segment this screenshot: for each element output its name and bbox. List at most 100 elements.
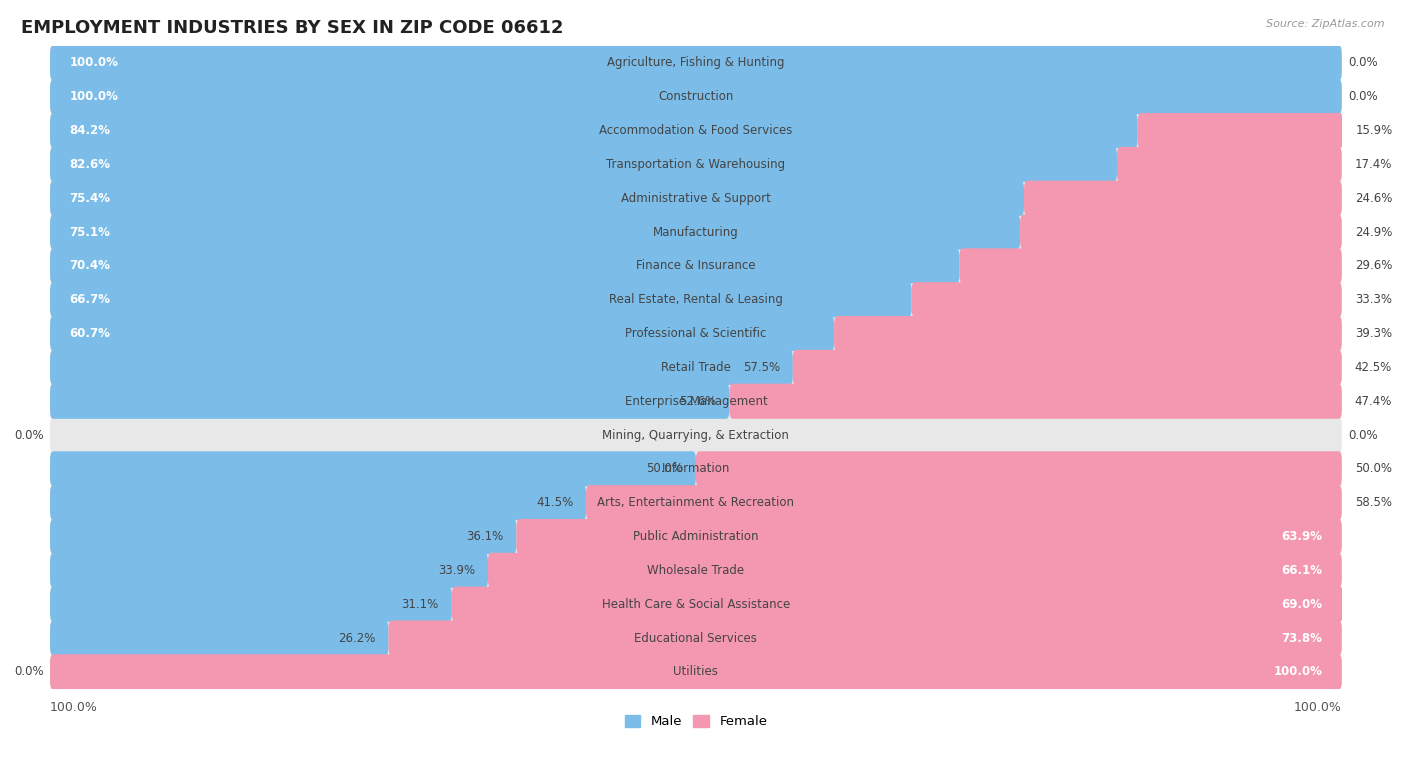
Text: 33.3%: 33.3% bbox=[1354, 293, 1392, 307]
FancyBboxPatch shape bbox=[1137, 113, 1343, 148]
FancyBboxPatch shape bbox=[51, 45, 1341, 81]
FancyBboxPatch shape bbox=[51, 519, 516, 554]
Text: 50.0%: 50.0% bbox=[1354, 462, 1392, 476]
Text: EMPLOYMENT INDUSTRIES BY SEX IN ZIP CODE 06612: EMPLOYMENT INDUSTRIES BY SEX IN ZIP CODE… bbox=[21, 19, 564, 37]
FancyBboxPatch shape bbox=[51, 281, 1341, 319]
Text: Agriculture, Fishing & Hunting: Agriculture, Fishing & Hunting bbox=[607, 57, 785, 70]
Bar bbox=[51, 384, 1341, 418]
FancyBboxPatch shape bbox=[1024, 181, 1341, 216]
Text: 66.1%: 66.1% bbox=[1281, 564, 1323, 577]
Text: 0.0%: 0.0% bbox=[1348, 90, 1378, 103]
Text: Health Care & Social Assistance: Health Care & Social Assistance bbox=[602, 598, 790, 611]
FancyBboxPatch shape bbox=[586, 485, 1341, 520]
Bar bbox=[51, 452, 1341, 486]
FancyBboxPatch shape bbox=[51, 78, 1341, 116]
FancyBboxPatch shape bbox=[51, 316, 834, 352]
Text: 39.3%: 39.3% bbox=[1354, 327, 1392, 340]
Text: 31.1%: 31.1% bbox=[402, 598, 439, 611]
FancyBboxPatch shape bbox=[1021, 214, 1341, 250]
Bar bbox=[51, 215, 1341, 249]
Text: 41.5%: 41.5% bbox=[536, 496, 574, 509]
FancyBboxPatch shape bbox=[51, 654, 1341, 689]
Bar bbox=[51, 46, 1341, 80]
FancyBboxPatch shape bbox=[516, 519, 1341, 554]
Bar bbox=[51, 282, 1341, 317]
Text: 58.5%: 58.5% bbox=[1354, 496, 1392, 509]
Text: 57.5%: 57.5% bbox=[742, 361, 780, 374]
Bar bbox=[51, 182, 1341, 215]
Text: 33.9%: 33.9% bbox=[437, 564, 475, 577]
Bar bbox=[51, 418, 1341, 452]
FancyBboxPatch shape bbox=[51, 214, 1021, 250]
Bar bbox=[51, 80, 1341, 114]
FancyBboxPatch shape bbox=[51, 587, 451, 622]
FancyBboxPatch shape bbox=[51, 314, 1341, 352]
FancyBboxPatch shape bbox=[959, 248, 1341, 283]
FancyBboxPatch shape bbox=[51, 179, 1341, 217]
FancyBboxPatch shape bbox=[51, 416, 1341, 454]
Text: Finance & Insurance: Finance & Insurance bbox=[636, 259, 755, 272]
FancyBboxPatch shape bbox=[1116, 147, 1341, 182]
Text: 75.1%: 75.1% bbox=[69, 226, 110, 238]
Bar bbox=[51, 147, 1341, 182]
FancyBboxPatch shape bbox=[488, 553, 1341, 588]
Text: 100.0%: 100.0% bbox=[69, 57, 118, 70]
Text: Enterprise Management: Enterprise Management bbox=[624, 395, 768, 407]
Text: Professional & Scientific: Professional & Scientific bbox=[626, 327, 766, 340]
FancyBboxPatch shape bbox=[51, 213, 1341, 251]
FancyBboxPatch shape bbox=[51, 348, 1341, 386]
Text: 52.6%: 52.6% bbox=[679, 395, 717, 407]
Text: 50.0%: 50.0% bbox=[645, 462, 683, 476]
Text: Wholesale Trade: Wholesale Trade bbox=[647, 564, 745, 577]
Bar bbox=[51, 553, 1341, 587]
Text: 36.1%: 36.1% bbox=[467, 530, 503, 543]
Text: 63.9%: 63.9% bbox=[1281, 530, 1323, 543]
Text: 70.4%: 70.4% bbox=[69, 259, 110, 272]
Text: 24.6%: 24.6% bbox=[1354, 192, 1392, 205]
Text: 100.0%: 100.0% bbox=[69, 90, 118, 103]
FancyBboxPatch shape bbox=[51, 653, 1341, 691]
Text: 69.0%: 69.0% bbox=[1281, 598, 1323, 611]
Text: Mining, Quarrying, & Extraction: Mining, Quarrying, & Extraction bbox=[603, 428, 789, 442]
Text: 0.0%: 0.0% bbox=[1348, 428, 1378, 442]
Text: 82.6%: 82.6% bbox=[69, 158, 111, 171]
FancyBboxPatch shape bbox=[51, 518, 1341, 556]
FancyBboxPatch shape bbox=[451, 587, 1343, 622]
FancyBboxPatch shape bbox=[793, 350, 1341, 385]
Text: Source: ZipAtlas.com: Source: ZipAtlas.com bbox=[1267, 19, 1385, 29]
Text: 24.9%: 24.9% bbox=[1354, 226, 1392, 238]
Text: Construction: Construction bbox=[658, 90, 734, 103]
Text: 66.7%: 66.7% bbox=[69, 293, 111, 307]
Text: Real Estate, Rental & Leasing: Real Estate, Rental & Leasing bbox=[609, 293, 783, 307]
Text: Arts, Entertainment & Recreation: Arts, Entertainment & Recreation bbox=[598, 496, 794, 509]
FancyBboxPatch shape bbox=[51, 44, 1341, 82]
FancyBboxPatch shape bbox=[51, 585, 1341, 623]
FancyBboxPatch shape bbox=[696, 452, 1341, 487]
Text: 100.0%: 100.0% bbox=[1274, 665, 1323, 678]
FancyBboxPatch shape bbox=[911, 282, 1341, 317]
FancyBboxPatch shape bbox=[51, 552, 1341, 589]
FancyBboxPatch shape bbox=[51, 485, 586, 520]
Text: 73.8%: 73.8% bbox=[1281, 632, 1323, 645]
FancyBboxPatch shape bbox=[51, 450, 1341, 488]
FancyBboxPatch shape bbox=[51, 247, 1341, 285]
Text: 15.9%: 15.9% bbox=[1355, 124, 1393, 137]
Text: 47.4%: 47.4% bbox=[1354, 395, 1392, 407]
Text: 60.7%: 60.7% bbox=[69, 327, 110, 340]
Bar bbox=[51, 655, 1341, 689]
FancyBboxPatch shape bbox=[51, 483, 1341, 521]
FancyBboxPatch shape bbox=[51, 383, 730, 419]
Text: Retail Trade: Retail Trade bbox=[661, 361, 731, 374]
Text: Utilities: Utilities bbox=[673, 665, 718, 678]
Text: 0.0%: 0.0% bbox=[14, 665, 44, 678]
Text: 0.0%: 0.0% bbox=[1348, 57, 1378, 70]
Legend: Male, Female: Male, Female bbox=[619, 709, 773, 733]
Text: Manufacturing: Manufacturing bbox=[652, 226, 738, 238]
Text: Public Administration: Public Administration bbox=[633, 530, 759, 543]
Bar bbox=[51, 351, 1341, 384]
FancyBboxPatch shape bbox=[51, 553, 488, 588]
Text: 29.6%: 29.6% bbox=[1354, 259, 1392, 272]
Text: 100.0%: 100.0% bbox=[51, 701, 98, 714]
FancyBboxPatch shape bbox=[51, 147, 1116, 182]
FancyBboxPatch shape bbox=[51, 621, 388, 656]
